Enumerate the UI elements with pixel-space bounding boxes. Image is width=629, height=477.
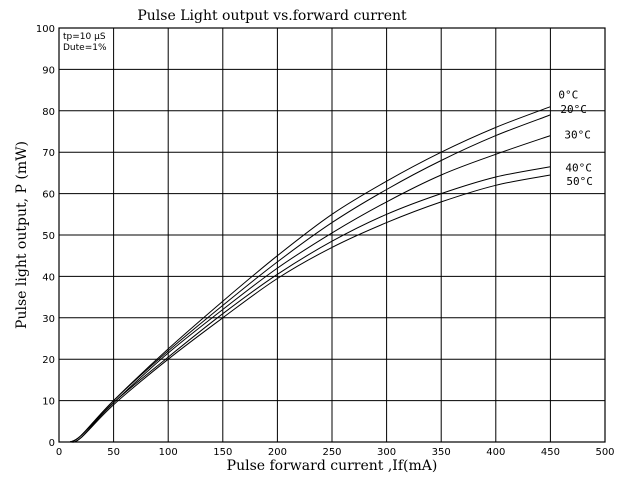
series-label-3: 40°C xyxy=(565,162,592,175)
series-line-1 xyxy=(69,114,551,443)
series-label-2: 30°C xyxy=(564,129,591,142)
x-tick-label: 200 xyxy=(268,447,287,458)
x-tick-label: 500 xyxy=(595,447,614,458)
series-label-1: 20°C xyxy=(560,103,587,116)
x-tick-label: 350 xyxy=(432,447,451,458)
y-tick-label: 10 xyxy=(42,397,55,408)
condition-pulse-width: tp=10 µS xyxy=(63,32,106,42)
series-curves xyxy=(69,106,551,443)
y-tick-label: 0 xyxy=(49,438,55,449)
x-tick-label: 100 xyxy=(159,447,178,458)
y-tick-label: 40 xyxy=(42,272,55,283)
x-tick-label: 400 xyxy=(486,447,505,458)
series-line-0 xyxy=(69,106,551,443)
y-tick-label: 90 xyxy=(42,65,55,76)
y-tick-label: 60 xyxy=(42,190,55,201)
x-tick-labels: 0 50 100 150 200 250 300 350 400 450 500 xyxy=(56,447,615,458)
x-tick-label: 0 xyxy=(56,447,62,458)
y-tick-label: 70 xyxy=(42,148,55,159)
plot-frame xyxy=(58,27,606,443)
y-axis-label: Pulse light output, P (mW) xyxy=(14,141,30,329)
chart-grid xyxy=(59,28,605,442)
y-tick-labels: 0 10 20 30 40 50 60 70 80 90 100 xyxy=(36,24,55,449)
y-tick-label: 30 xyxy=(42,314,55,325)
y-tick-label: 80 xyxy=(42,107,55,118)
y-tick-label: 20 xyxy=(42,355,55,366)
chart-title: Pulse Light output vs.forward current xyxy=(137,8,407,24)
condition-duty: Dute=1% xyxy=(63,43,107,53)
x-tick-label: 50 xyxy=(107,447,120,458)
series-line-4 xyxy=(69,174,551,443)
y-tick-label: 50 xyxy=(42,231,55,242)
x-tick-label: 450 xyxy=(541,447,560,458)
x-axis-label: Pulse forward current ,If(mA) xyxy=(227,458,438,474)
series-label-0: 0°C xyxy=(558,89,578,102)
x-tick-label: 150 xyxy=(213,447,232,458)
y-tick-label: 100 xyxy=(36,24,55,35)
series-labels: 0°C20°C 30°C 40°C50°C xyxy=(558,89,593,188)
x-tick-label: 250 xyxy=(322,447,341,458)
series-line-3 xyxy=(69,166,551,443)
x-tick-label: 300 xyxy=(377,447,396,458)
series-label-4: 50°C xyxy=(566,175,593,188)
